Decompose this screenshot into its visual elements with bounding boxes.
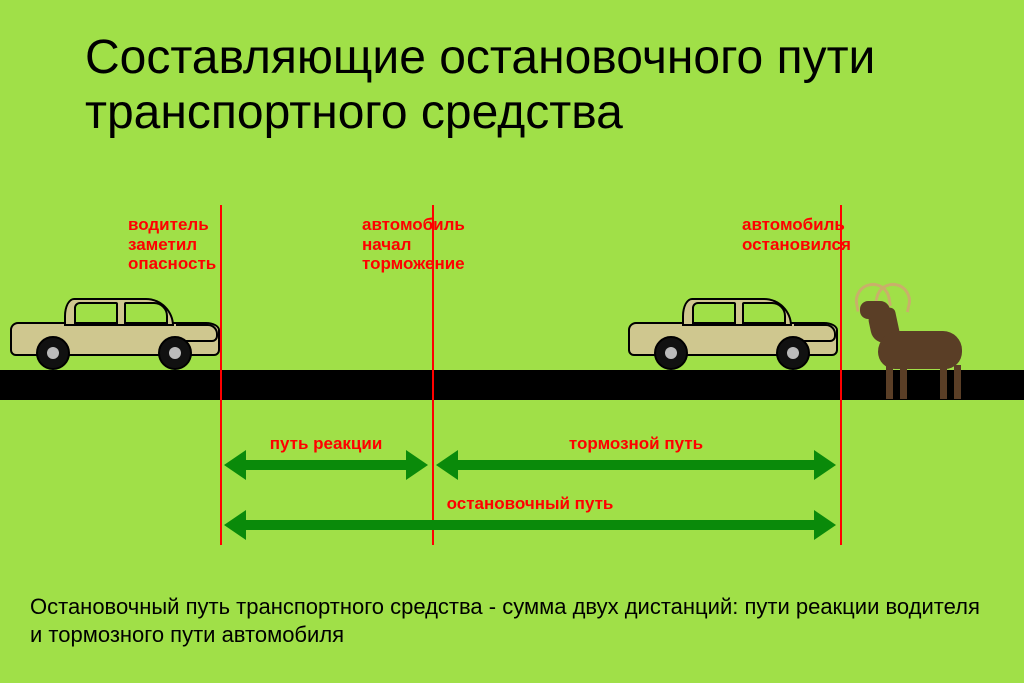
segment-label-braking: тормозной путь xyxy=(516,434,756,454)
marker-line-stopped xyxy=(840,205,842,545)
segment-arrow-reaction xyxy=(246,460,406,470)
caption-text: Остановочный путь транспортного средства… xyxy=(30,593,984,648)
car-icon xyxy=(10,290,220,370)
marker-label-notice: водитель заметил опасность xyxy=(128,215,216,274)
car-icon xyxy=(628,290,838,370)
marker-label-brake: автомобиль начал торможение xyxy=(362,215,465,274)
segment-arrow-braking xyxy=(458,460,814,470)
marker-label-stopped: автомобиль остановился xyxy=(742,215,851,254)
marker-line-notice xyxy=(220,205,222,545)
segment-arrow-stopping xyxy=(246,520,814,530)
page-title: Составляющие остановочного пути транспор… xyxy=(85,30,964,140)
diagram-stage: водитель заметил опасность автомобиль на… xyxy=(0,205,1024,465)
moose-icon xyxy=(870,285,990,395)
segment-label-stopping: остановочный путь xyxy=(410,494,650,514)
